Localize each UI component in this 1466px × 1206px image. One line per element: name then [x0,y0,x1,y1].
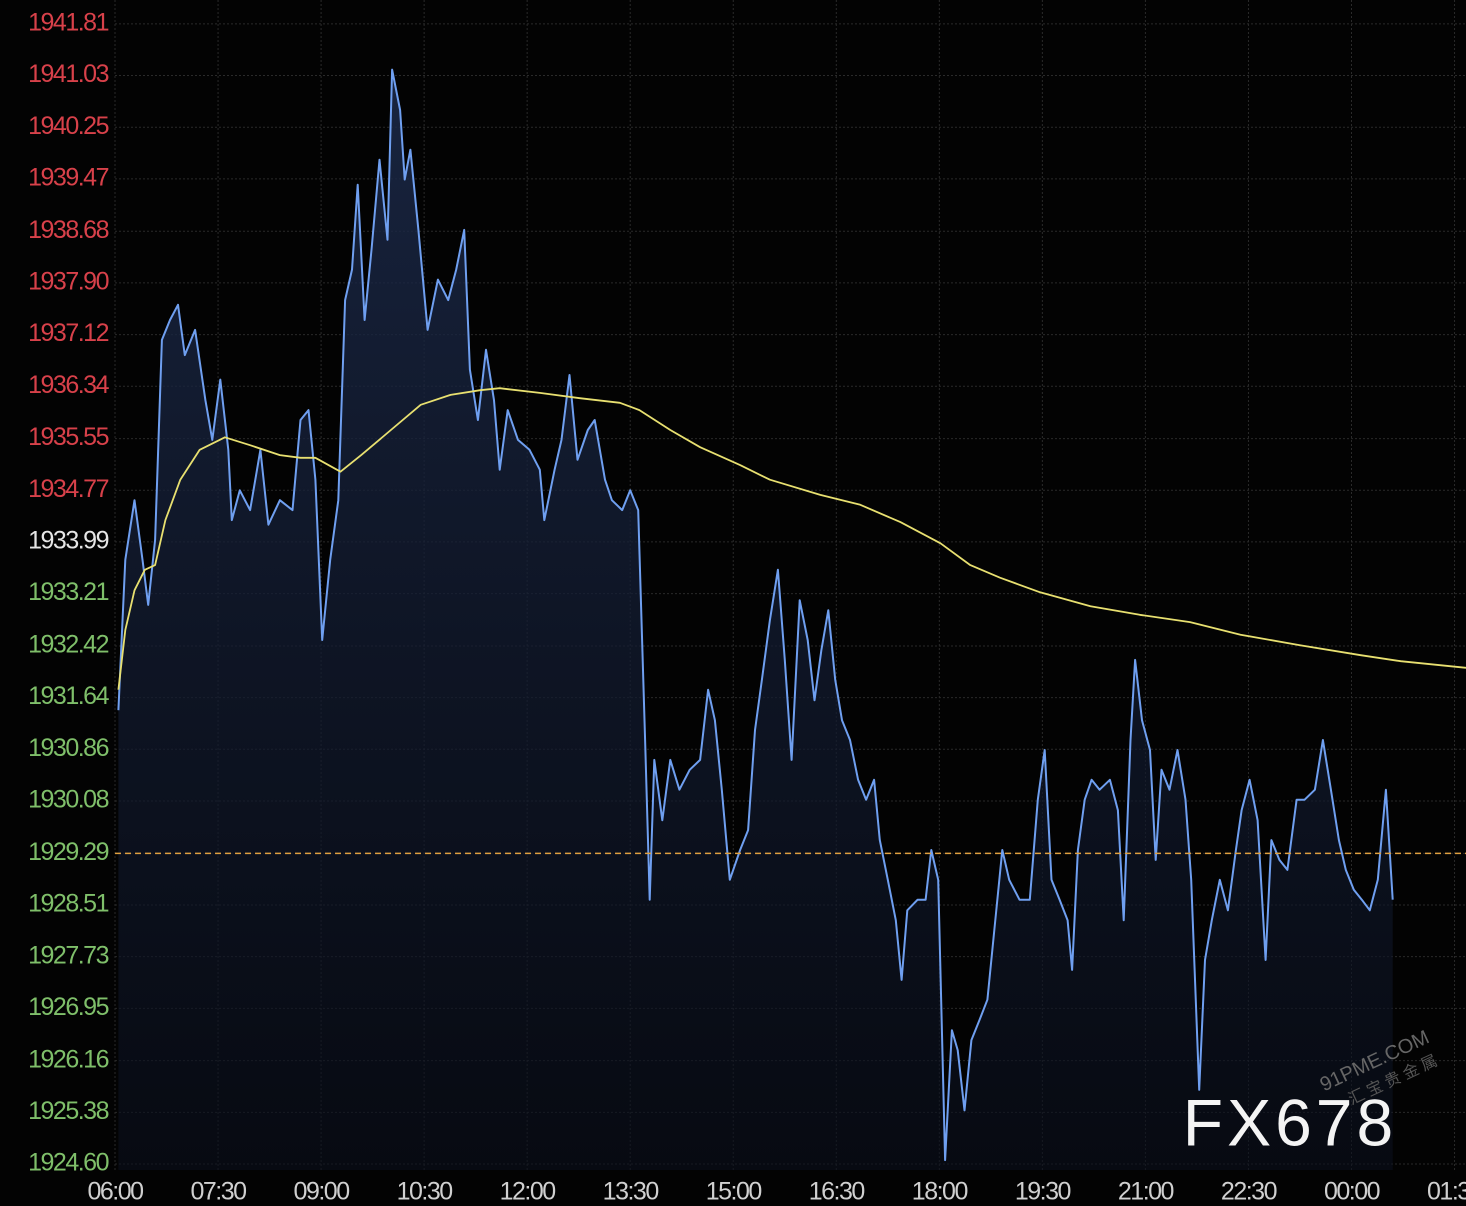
x-tick-label: 09:00 [294,1178,350,1206]
y-tick-label: 1938.68 [28,216,108,244]
y-tick-label: 1926.95 [28,993,108,1021]
x-tick-label: 10:30 [397,1178,453,1206]
y-tick-label: 1925.38 [28,1097,108,1125]
watermark: FX678 [1183,1085,1397,1159]
x-tick-label: 16:30 [809,1178,865,1206]
y-tick-label: 1941.03 [28,60,108,88]
x-tick-label: 00:00 [1324,1178,1380,1206]
x-tick-label: 21:00 [1118,1178,1174,1206]
x-tick-label: 01:30 [1427,1178,1466,1206]
x-tick-label: 07:30 [191,1178,247,1206]
y-tick-label: 1930.86 [28,734,108,762]
x-tick-label: 12:00 [500,1178,556,1206]
y-tick-label: 1941.81 [28,8,108,36]
x-tick-label: 22:30 [1221,1178,1277,1206]
y-tick-label: 1937.12 [28,319,108,347]
y-tick-label: 1926.16 [28,1045,108,1073]
y-tick-label: 1932.42 [28,631,108,659]
series-line [117,387,1466,690]
y-tick-label: 1934.77 [28,475,108,503]
y-tick-label: 1931.64 [28,682,109,710]
x-tick-label: 18:00 [912,1178,968,1206]
x-tick-label: 15:00 [706,1178,762,1206]
y-tick-label: 1933.99 [28,527,108,555]
area-fill [118,69,1393,1171]
y-tick-label: 1940.25 [28,112,108,140]
y-tick-label: 1939.47 [28,163,108,191]
y-tick-label: 1937.90 [28,268,108,296]
x-tick-label: 19:30 [1015,1178,1071,1206]
x-tick-label: 06:00 [87,1178,143,1206]
series-line [117,68,1394,1162]
y-tick-label: 1928.51 [28,890,108,918]
y-tick-label: 1930.08 [28,786,108,814]
y-tick-label: 1935.55 [28,423,108,451]
y-tick-label: 1936.34 [28,371,109,399]
y-tick-label: 1933.21 [28,578,108,606]
y-tick-label: 1927.73 [28,941,108,969]
x-tick-label: 13:30 [603,1178,659,1206]
y-tick-label: 1929.29 [28,838,108,866]
y-tick-label: 1924.60 [28,1149,108,1177]
